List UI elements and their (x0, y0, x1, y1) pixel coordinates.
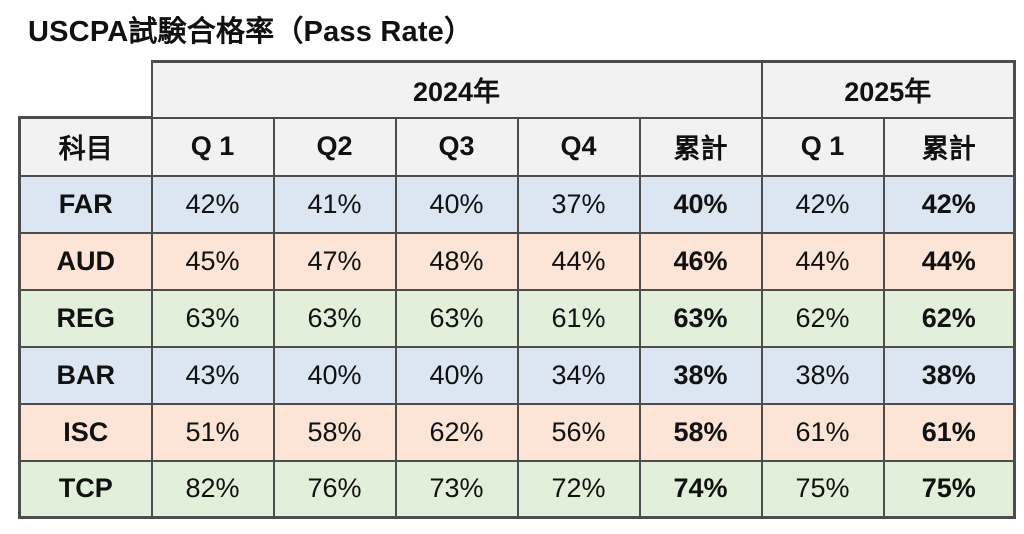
cumulative-rate-cell: 40% (638, 174, 763, 234)
page: USCPA試験合格率（Pass Rate） 2024年 2025年 科目 Q 1… (18, 16, 1017, 519)
rate-cell: 76% (272, 459, 397, 519)
rate-cell: 38% (760, 345, 885, 405)
cumulative-2024-column-header: 累計 (638, 116, 763, 177)
rate-cell: 61% (516, 288, 641, 348)
q1-2025-column-header: Q 1 (760, 116, 885, 177)
page-title: USCPA試験合格率（Pass Rate） (28, 16, 474, 48)
year-2025-header: 2025年 (760, 60, 1017, 119)
cumulative-rate-cell: 61% (882, 402, 1017, 462)
q2-2024-column-header: Q2 (272, 116, 397, 177)
rate-cell: 58% (272, 402, 397, 462)
table-row-aud: AUD 45% 47% 48% 44% 46% 44% 44% (18, 231, 1017, 291)
rate-cell: 73% (394, 459, 519, 519)
rate-cell: 72% (516, 459, 641, 519)
subject-cell: REG (18, 288, 153, 348)
table-row-bar: BAR 43% 40% 40% 34% 38% 38% 38% (18, 345, 1017, 405)
subject-cell: TCP (18, 459, 153, 519)
rate-cell: 40% (394, 174, 519, 234)
corner-blank-cell (19, 61, 152, 118)
rate-cell: 82% (150, 459, 275, 519)
pass-rate-table: 2024年 2025年 科目 Q 1 Q2 Q3 Q4 累計 Q 1 累計 FA… (18, 60, 1017, 519)
subject-cell: ISC (18, 402, 153, 462)
rate-cell: 34% (516, 345, 641, 405)
rate-cell: 44% (760, 231, 885, 291)
rate-cell: 45% (150, 231, 275, 291)
q3-2024-column-header: Q3 (394, 116, 519, 177)
subject-column-header: 科目 (18, 116, 153, 177)
rate-cell: 62% (760, 288, 885, 348)
cumulative-rate-cell: 63% (638, 288, 763, 348)
subject-cell: BAR (18, 345, 153, 405)
rate-cell: 61% (760, 402, 885, 462)
table-row-tcp: TCP 82% 76% 73% 72% 74% 75% 75% (18, 459, 1017, 519)
cumulative-rate-cell: 58% (638, 402, 763, 462)
rate-cell: 40% (394, 345, 519, 405)
table-row-isc: ISC 51% 58% 62% 56% 58% 61% 61% (18, 402, 1017, 462)
rate-cell: 62% (394, 402, 519, 462)
subject-cell: AUD (18, 231, 153, 291)
rate-cell: 63% (394, 288, 519, 348)
subject-cell: FAR (18, 174, 153, 234)
rate-cell: 47% (272, 231, 397, 291)
rate-cell: 75% (760, 459, 885, 519)
cumulative-rate-cell: 62% (882, 288, 1017, 348)
table-row-far: FAR 42% 41% 40% 37% 40% 42% 42% (18, 174, 1017, 234)
year-header-row: 2024年 2025年 (19, 60, 1017, 119)
rate-cell: 40% (272, 345, 397, 405)
rate-cell: 43% (150, 345, 275, 405)
rate-cell: 44% (516, 231, 641, 291)
rate-cell: 63% (150, 288, 275, 348)
rate-cell: 41% (272, 174, 397, 234)
q1-2024-column-header: Q 1 (150, 116, 275, 177)
cumulative-rate-cell: 46% (638, 231, 763, 291)
table-row-reg: REG 63% 63% 63% 61% 63% 62% 62% (18, 288, 1017, 348)
year-2024-header: 2024年 (150, 60, 763, 119)
cumulative-rate-cell: 44% (882, 231, 1017, 291)
cumulative-rate-cell: 38% (638, 345, 763, 405)
rate-cell: 56% (516, 402, 641, 462)
q4-2024-column-header: Q4 (516, 116, 641, 177)
cumulative-rate-cell: 42% (882, 174, 1017, 234)
rate-cell: 48% (394, 231, 519, 291)
column-header-row: 科目 Q 1 Q2 Q3 Q4 累計 Q 1 累計 (18, 116, 1017, 177)
cumulative-rate-cell: 38% (882, 345, 1017, 405)
rate-cell: 51% (150, 402, 275, 462)
cumulative-2025-column-header: 累計 (882, 116, 1017, 177)
cumulative-rate-cell: 75% (882, 459, 1017, 519)
rate-cell: 63% (272, 288, 397, 348)
rate-cell: 42% (150, 174, 275, 234)
rate-cell: 37% (516, 174, 641, 234)
rate-cell: 42% (760, 174, 885, 234)
cumulative-rate-cell: 74% (638, 459, 763, 519)
